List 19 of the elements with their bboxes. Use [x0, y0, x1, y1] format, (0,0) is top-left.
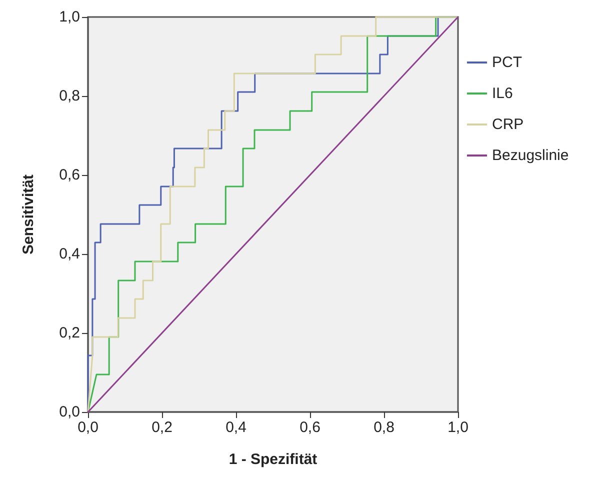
- x-tick-label: 0,2: [152, 419, 172, 436]
- y-tick-label: 0,2: [59, 324, 80, 342]
- y-axis-title: Sensitivität: [20, 174, 37, 255]
- y-tick-label: 0,8: [59, 88, 80, 104]
- y-tick-label: 0,0: [59, 404, 80, 420]
- y-tick-label: 0,6: [59, 166, 80, 184]
- line-series: [87, 16, 459, 413]
- y-tick-label: 1,0: [59, 8, 80, 26]
- legend-label: Bezugslinie: [492, 147, 569, 164]
- y-tick-label: 0,4: [59, 246, 80, 262]
- x-tick-label: 0,0: [78, 419, 98, 436]
- legend-label: PCT: [492, 54, 522, 71]
- legend-label: CRP: [492, 116, 524, 133]
- x-tick-label: 1,0: [448, 419, 468, 436]
- x-tick-label: 0,6: [300, 419, 320, 436]
- x-tick-label: 0,8: [374, 419, 394, 436]
- x-axis-title: 1 - Spezifität: [228, 451, 318, 468]
- x-tick-label: 0,4: [226, 419, 246, 436]
- legend-label: IL6: [492, 85, 513, 102]
